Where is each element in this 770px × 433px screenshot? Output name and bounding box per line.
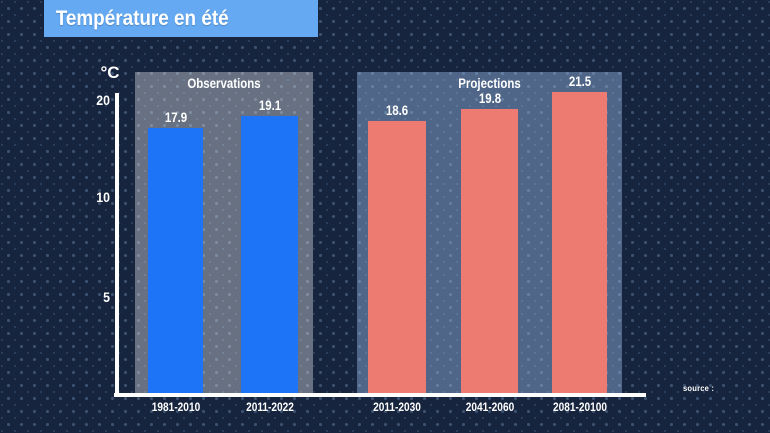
bar-2081-20100 bbox=[552, 92, 607, 393]
y-axis-line bbox=[115, 93, 119, 394]
bar-1981-2010 bbox=[148, 128, 203, 393]
x-axis-label: 2041-2060 bbox=[465, 402, 514, 414]
bar-value-label: 21.5 bbox=[568, 74, 591, 89]
bar-2041-2060 bbox=[461, 109, 518, 393]
x-axis-label: 2011-2022 bbox=[245, 402, 294, 414]
x-axis-line bbox=[114, 393, 646, 397]
group-panel-projections: Projections 18.6 19.8 21.5 bbox=[357, 72, 622, 393]
x-axis-label: 1981-2010 bbox=[151, 402, 200, 414]
bar-value-label: 19.1 bbox=[258, 98, 281, 113]
y-tick-label: 5 bbox=[103, 289, 110, 305]
bar-2011-2030 bbox=[368, 121, 426, 393]
bar-2011-2022 bbox=[241, 116, 298, 393]
x-axis-label: 2081-20100 bbox=[552, 402, 607, 414]
y-tick-label: 10 bbox=[96, 189, 110, 205]
y-axis-unit-label: °C bbox=[100, 63, 120, 82]
bar-value-label: 18.6 bbox=[385, 103, 409, 118]
group-panel-observations: Observations 17.9 19.1 bbox=[135, 72, 313, 393]
title-banner: Température en été bbox=[44, 0, 318, 37]
source-label: source : bbox=[683, 384, 715, 393]
bar-value-label: 17.9 bbox=[164, 110, 187, 125]
group-header: Observations bbox=[187, 76, 261, 91]
page-title: Température en été bbox=[55, 7, 229, 30]
x-axis-label: 2011-2030 bbox=[373, 402, 421, 414]
group-header: Projections bbox=[458, 76, 521, 91]
y-tick-label: 20 bbox=[96, 92, 110, 108]
bar-value-label: 19.8 bbox=[478, 91, 501, 106]
